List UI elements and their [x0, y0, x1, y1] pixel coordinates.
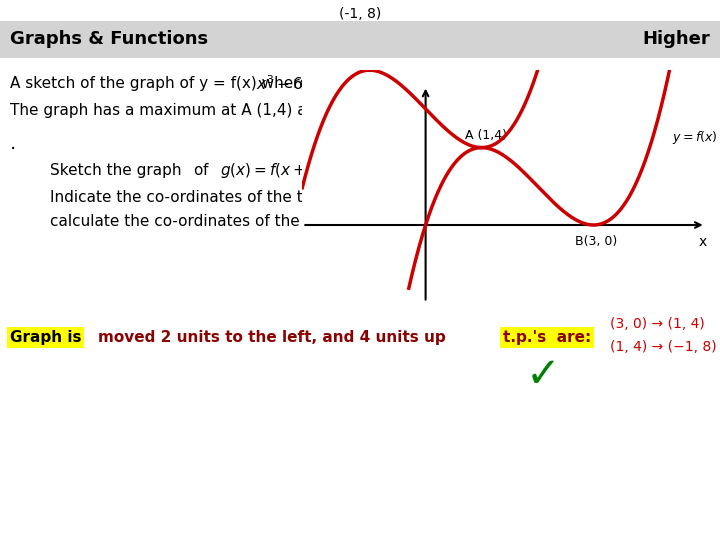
Text: A (1,4): A (1,4): [465, 129, 507, 142]
Text: $g(x) = f(x+2)+4$: $g(x) = f(x+2)+4$: [220, 160, 353, 180]
Text: (1, 4) → (−1, 8): (1, 4) → (−1, 8): [610, 340, 716, 354]
Text: x: x: [698, 235, 707, 249]
Text: Sketch the graph: Sketch the graph: [50, 163, 182, 178]
FancyBboxPatch shape: [0, 21, 720, 58]
Text: (3, 0) → (1, 4): (3, 0) → (1, 4): [610, 317, 705, 331]
Text: Graphs & Functions: Graphs & Functions: [10, 30, 208, 48]
Text: calculate the co-ordinates of the points of intersection with the axes.: calculate the co-ordinates of the points…: [50, 214, 580, 229]
Text: $x^3-6x^2+9x$: $x^3-6x^2+9x$: [256, 75, 358, 93]
Text: A sketch of the graph of y = f(x) where: A sketch of the graph of y = f(x) where: [10, 76, 314, 91]
Text: Graph is: Graph is: [10, 330, 81, 345]
Text: moved 2 units to the left, and 4 units up: moved 2 units to the left, and 4 units u…: [98, 330, 446, 345]
Text: Indicate the co-ordinates of the turning points. There is no need to: Indicate the co-ordinates of the turning…: [50, 190, 562, 205]
Text: The graph has a maximum at A (1,4) and a minimum at B(3, 0): The graph has a maximum at A (1,4) and a…: [10, 103, 494, 118]
Text: .: .: [10, 133, 17, 153]
Text: t.p.'s  are:: t.p.'s are:: [503, 330, 591, 345]
Text: Higher: Higher: [642, 30, 710, 48]
Text: $\mathrm{of}$: $\mathrm{of}$: [193, 162, 210, 178]
Text: is shown.: is shown.: [446, 76, 518, 91]
Text: ✓: ✓: [526, 354, 561, 396]
Text: B(3, 0): B(3, 0): [575, 235, 618, 248]
Text: $y=f(x)$: $y=f(x)$: [672, 130, 718, 146]
Text: (-1, 8): (-1, 8): [339, 7, 381, 21]
